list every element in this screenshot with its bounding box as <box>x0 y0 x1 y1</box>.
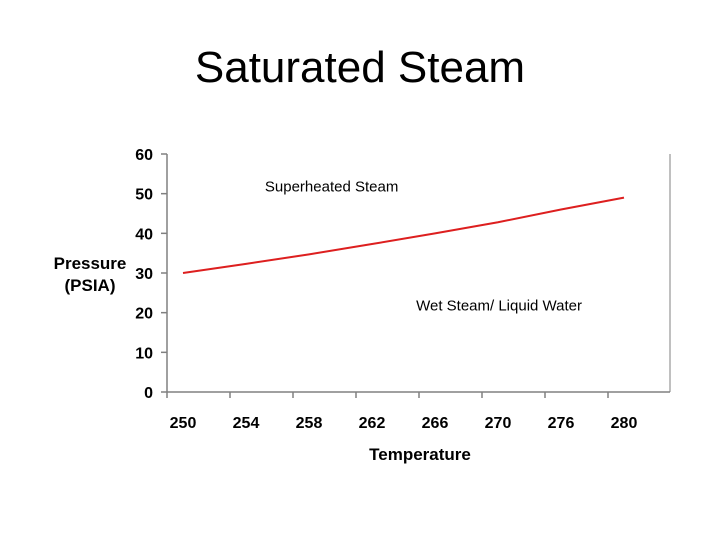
y-tick-label: 0 <box>144 385 153 402</box>
x-tick-label: 266 <box>422 415 449 432</box>
annotations: Superheated Steam Wet Steam/ Liquid Water <box>265 179 582 315</box>
x-tick-label: 276 <box>548 415 575 432</box>
y-tick-label: 20 <box>135 306 153 323</box>
x-axis-title: Temperature <box>369 445 471 464</box>
y-axis-title-line: (PSIA) <box>65 276 116 295</box>
x-tick-label: 262 <box>359 415 386 432</box>
y-tick-label: 10 <box>135 345 153 362</box>
series-lines <box>182 196 625 274</box>
axis-titles: Temperature Pressure (PSIA) <box>54 254 471 464</box>
x-tick-label: 258 <box>296 415 323 432</box>
series-line <box>182 196 625 274</box>
y-tick-label: 40 <box>135 226 153 243</box>
axes <box>161 153 671 398</box>
x-tick-label: 254 <box>233 415 260 432</box>
chart-title: Saturated Steam <box>194 43 526 92</box>
y-axis-title-line: Pressure <box>54 254 127 273</box>
x-tick-labels: 250 254 258 262 266 270 276 280 <box>170 415 638 432</box>
chart-annotation: Wet Steam/ Liquid Water <box>416 298 582 315</box>
y-tick-label: 30 <box>135 266 153 283</box>
y-tick-labels: 0 10 20 30 40 50 60 <box>135 147 153 402</box>
y-tick-label: 50 <box>135 187 153 204</box>
x-tick-label: 250 <box>170 415 197 432</box>
chart-annotation: Superheated Steam <box>265 179 398 196</box>
x-tick-label: 280 <box>611 415 638 432</box>
y-tick-label: 60 <box>135 147 153 164</box>
x-tick-label: 270 <box>485 415 512 432</box>
